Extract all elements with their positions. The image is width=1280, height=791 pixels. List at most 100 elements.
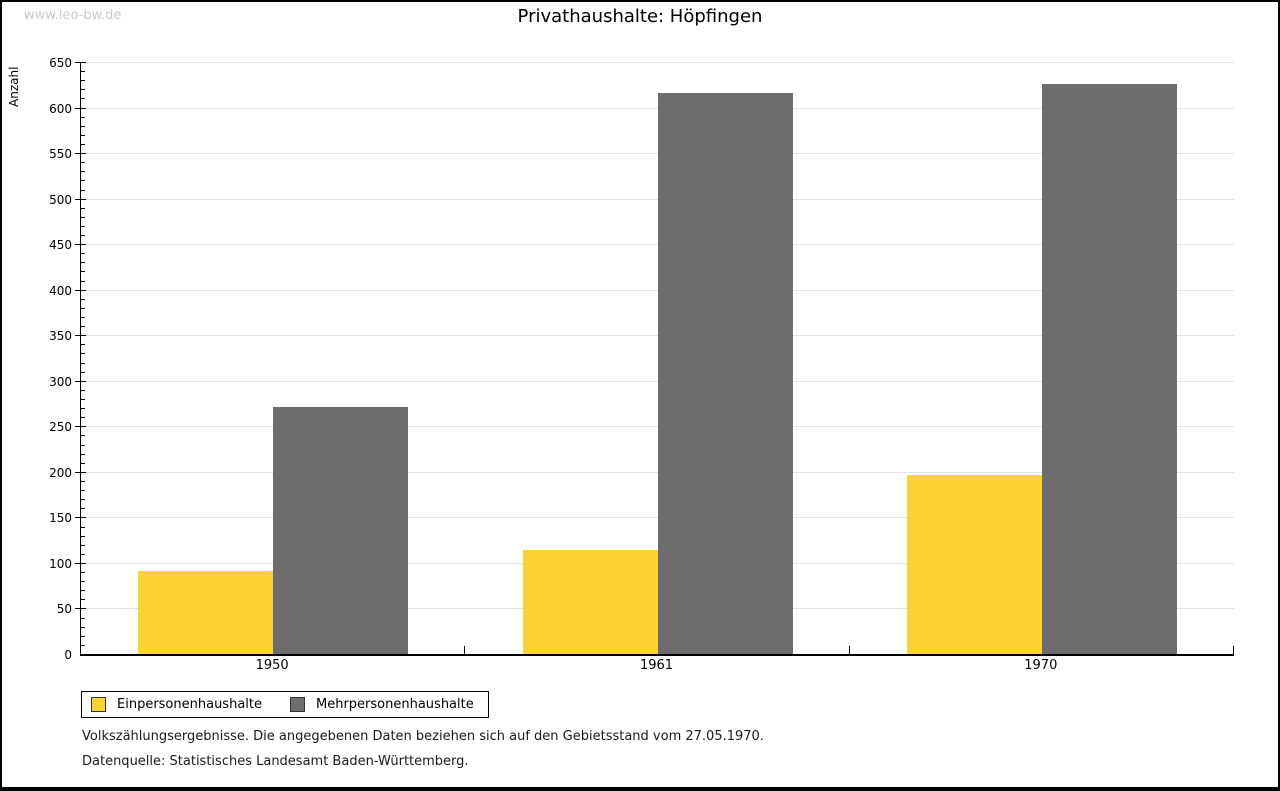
y-minor-tick-130 — [81, 535, 85, 537]
legend-swatch-mehrpersonenhaushalte — [290, 697, 305, 712]
x-boundary-tick-2 — [849, 646, 850, 654]
x-boundary-tick-3 — [1233, 646, 1234, 654]
y-minor-tick-560 — [81, 143, 85, 145]
legend-swatch-einpersonenhaushalte — [91, 697, 106, 712]
y-tick-label-100: 100 — [49, 556, 72, 571]
y-minor-tick-530 — [81, 171, 85, 173]
y-minor-tick-40 — [81, 617, 85, 619]
y-minor-tick-270 — [81, 408, 85, 410]
y-tick-label-600: 600 — [49, 101, 72, 116]
y-minor-tick-170 — [81, 499, 85, 501]
y-minor-tick-110 — [81, 553, 85, 555]
y-minor-tick-610 — [81, 98, 85, 100]
y-tick-label-650: 650 — [49, 56, 72, 70]
footnote-data-source: Datenquelle: Statistisches Landesamt Bad… — [82, 754, 469, 769]
y-minor-tick-180 — [81, 490, 85, 492]
y-minor-tick-160 — [81, 508, 85, 510]
legend-item-mehrpersonenhaushalte: Mehrpersonenhaushalte — [290, 697, 474, 712]
bar-mehrpersonenhaushalte-1961 — [657, 92, 793, 654]
y-minor-tick-80 — [81, 581, 85, 583]
bar-einpersonenhaushalte-1961 — [522, 550, 658, 654]
y-minor-tick-30 — [81, 626, 85, 628]
y-minor-tick-330 — [81, 353, 85, 355]
x-boundary-tick-1 — [464, 646, 465, 654]
y-minor-tick-630 — [81, 80, 85, 82]
y-minor-tick-20 — [81, 635, 85, 637]
footnote-source-basis: Volkszählungsergebnisse. Die angegebenen… — [82, 729, 764, 744]
y-tick-600 — [75, 107, 86, 109]
y-tick-label-400: 400 — [49, 283, 72, 298]
y-tick-350 — [75, 335, 86, 337]
y-tick-label-250: 250 — [49, 420, 72, 435]
x-tick-label-1961: 1961 — [639, 658, 674, 673]
y-tick-550 — [75, 153, 86, 155]
y-tick-100 — [75, 562, 86, 564]
y-minor-tick-570 — [81, 134, 85, 136]
y-minor-tick-380 — [81, 307, 85, 309]
y-tick-label-0: 0 — [64, 648, 72, 662]
y-minor-tick-490 — [81, 207, 85, 209]
y-minor-tick-540 — [81, 162, 85, 164]
y-minor-tick-390 — [81, 298, 85, 300]
y-minor-tick-120 — [81, 544, 85, 546]
y-minor-tick-280 — [81, 399, 85, 400]
legend-label-mehrpersonenhaushalte: Mehrpersonenhaushalte — [316, 697, 474, 712]
x-tick-label-1950: 1950 — [255, 658, 289, 673]
plot-area: 0 50 100 150 200 250 300 350 400 450 500 550 600 650 — [49, 56, 1234, 662]
y-minor-tick-410 — [81, 280, 85, 282]
y-minor-tick-470 — [81, 225, 85, 227]
x-tick-label-1970: 1970 — [1024, 658, 1058, 673]
y-minor-tick-310 — [81, 371, 85, 373]
y-minor-tick-440 — [81, 253, 85, 255]
y-minor-tick-60 — [81, 599, 85, 601]
y-minor-tick-520 — [81, 180, 85, 182]
y-minor-tick-620 — [81, 89, 85, 91]
y-minor-tick-10 — [81, 644, 85, 646]
y-minor-tick-510 — [81, 189, 85, 191]
y-minor-tick-590 — [81, 116, 85, 118]
y-tick-650 — [75, 62, 86, 63]
y-tick-300 — [75, 380, 86, 382]
chart-title: Privathaushalte: Höpfingen — [517, 6, 763, 27]
y-minor-tick-230 — [81, 444, 85, 446]
y-minor-tick-290 — [81, 389, 85, 391]
y-minor-tick-370 — [81, 317, 85, 319]
y-tick-250 — [75, 426, 86, 428]
y-minor-tick-90 — [81, 572, 85, 574]
y-minor-tick-220 — [81, 453, 85, 455]
y-minor-tick-190 — [81, 480, 85, 482]
y-tick-label-450: 450 — [49, 238, 72, 253]
y-minor-tick-480 — [81, 216, 85, 218]
y-minor-tick-140 — [81, 526, 85, 528]
legend: Einpersonenhaushalte Mehrpersonenhaushal… — [81, 691, 489, 718]
legend-label-einpersonenhaushalte: Einpersonenhaushalte — [117, 697, 262, 712]
y-minor-tick-420 — [81, 271, 85, 273]
y-minor-tick-340 — [81, 344, 85, 346]
y-minor-tick-240 — [81, 435, 85, 437]
y-tick-label-150: 150 — [49, 511, 72, 526]
y-tick-label-550: 550 — [49, 147, 72, 162]
bar-einpersonenhaushalte-1950 — [138, 571, 274, 654]
x-axis-labels: 1950 1961 1970 — [80, 658, 1233, 673]
y-minor-tick-640 — [81, 71, 85, 73]
bar-mehrpersonenhaushalte-1950 — [273, 407, 409, 654]
y-tick-label-50: 50 — [56, 602, 72, 617]
y-tick-200 — [75, 471, 86, 473]
y-axis-label: Anzahl — [7, 66, 21, 107]
gridline-650 — [81, 62, 1234, 63]
y-tick-150 — [75, 517, 86, 519]
y-minor-tick-580 — [81, 125, 85, 127]
y-minor-tick-260 — [81, 417, 85, 419]
y-tick-label-500: 500 — [49, 192, 72, 207]
y-tick-label-350: 350 — [49, 329, 72, 344]
y-minor-tick-430 — [81, 262, 85, 264]
y-minor-tick-320 — [81, 362, 85, 364]
y-minor-tick-70 — [81, 590, 85, 592]
y-tick-label-300: 300 — [49, 374, 72, 389]
bar-einpersonenhaushalte-1970 — [906, 474, 1042, 654]
y-minor-tick-460 — [81, 235, 85, 237]
y-tick-50 — [75, 608, 86, 610]
bar-mehrpersonenhaushalte-1970 — [1041, 83, 1177, 654]
y-tick-500 — [75, 198, 86, 200]
